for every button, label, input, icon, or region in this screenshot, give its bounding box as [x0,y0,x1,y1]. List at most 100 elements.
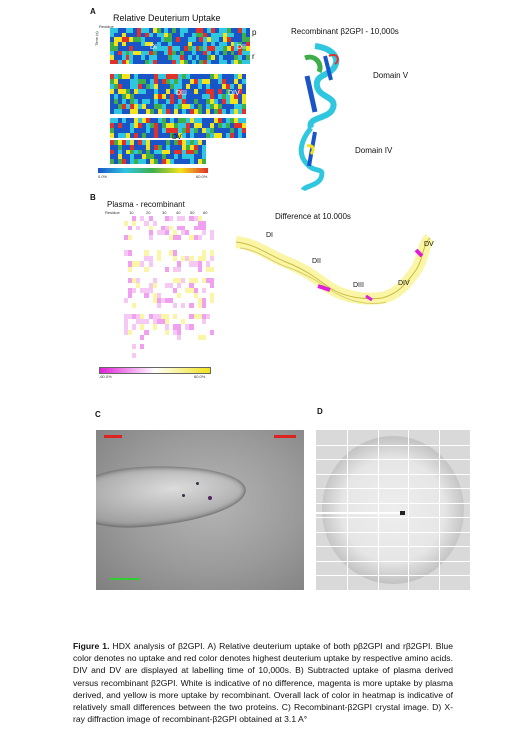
heatmap-cell [114,159,118,164]
heatmap-cell [226,74,230,79]
panel-b-letter: B [90,193,96,202]
heatmap-cell [148,220,153,226]
heatmap-cell [177,250,182,256]
heatmap-cell [134,99,138,104]
heatmap-cell [166,133,170,138]
heatmap-cell [206,84,210,89]
heatmap-cell [141,46,145,51]
heatmap-cell [234,118,238,123]
heatmap-cell [128,319,133,325]
heatmap-cell [187,46,192,51]
residue-tick-30: 30 [162,210,167,215]
heatmap-cell [128,353,132,358]
heatmap-cell [176,28,180,33]
heatmap-cell [148,288,153,293]
heatmap-cell [132,225,137,231]
heatmap-cell [138,89,142,94]
heatmap-cell [170,149,174,155]
heatmap-cell [234,32,239,37]
heatmap-cell [226,32,231,37]
heatmap-cell [132,266,137,272]
heatmap-cell [126,149,130,155]
residue-tick-20: 20 [146,210,151,215]
heatmap-cell [160,37,165,42]
heatmap-cell [168,288,174,293]
heatmap-cell [152,230,157,236]
heatmap-cell [118,79,122,84]
heatmap-cell [164,283,169,288]
heatmap-cell [146,133,150,138]
heatmap-cell [168,46,173,51]
heatmap-cell [154,154,158,160]
heatmap-cell [242,50,247,55]
heatmap-cell [172,46,177,51]
figure-label: Figure 1. [73,641,110,651]
heatmap-cell [218,128,222,133]
heatmap-cell [144,50,149,55]
heatmap-cell [118,104,122,109]
heatmap-cell [197,255,202,261]
heatmap-cell [246,46,250,51]
heatmap-cell [113,41,118,46]
heatmap-cell [152,298,157,303]
heatmap-cell [138,104,142,109]
heatmap-cell [172,41,177,46]
heatmap-cell [128,225,133,231]
heatmap-cell [140,261,145,267]
heatmap-cell [186,159,190,164]
heatmap-cell [110,74,114,79]
diff-label-di: DI [266,232,273,239]
heatmap-cell [158,128,162,133]
heatmap-cell [134,89,138,94]
heatmap-cell [214,84,218,89]
heatmap-cell [146,154,150,160]
heatmap-cell [138,140,142,145]
heatmap-cell [211,32,215,37]
heatmap-cell [173,288,178,293]
heatmap-cell [234,59,239,64]
heatmap-cell [181,278,186,283]
heatmap-cell [242,46,247,51]
heatmap-cell [144,348,148,354]
heatmap-cell [162,79,166,84]
heatmap-cell [150,128,154,133]
heatmap-cell [222,84,226,89]
heatmap-cell [146,159,150,164]
heatmap-cell [141,37,145,42]
heatmap-cell [141,28,145,33]
heatmap-cell [173,314,178,320]
heatmap-cell [202,128,206,133]
heatmap-cell [218,74,222,79]
heatmap-cell [140,314,145,320]
heatmap-cell [179,37,184,42]
diff-label-dii: DII [312,258,321,265]
heatmap-cell [222,28,227,33]
heatmap-cell [122,89,126,94]
heatmap-cell [122,94,126,99]
heatmap-cell [130,104,134,109]
uptake-colorbar [98,168,208,173]
heatmap-cell [194,84,198,89]
heatmap-cell [128,298,133,303]
heatmap-cell [206,74,210,79]
heatmap-cell [121,50,126,55]
heatmap-cell [114,128,118,133]
heatmap-cell [148,59,153,64]
heatmap-cell [122,104,126,109]
heatmap-cell [125,32,130,37]
heatmap-cell [193,329,198,335]
heatmap-cell [201,235,206,240]
heatmap-cell [124,324,129,330]
heatmap-cell [197,278,202,283]
heatmap-cell [148,235,153,240]
heatmap-cell [156,216,161,221]
heatmap-cell [152,220,157,226]
heatmap-cell [156,324,161,330]
detector-gap [316,517,470,518]
heatmap-cell [170,84,174,89]
heatmap-cell [142,109,146,114]
heatmap-cell [122,154,126,160]
heatmap-cell [177,235,182,240]
heatmap-cell [183,55,188,60]
heatmap-cell [168,266,174,272]
